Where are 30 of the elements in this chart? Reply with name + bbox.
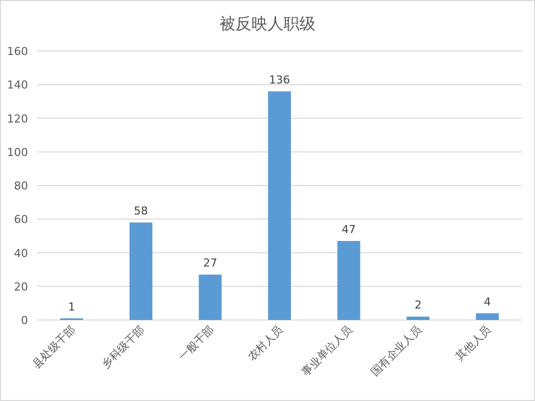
data-label: 136: [269, 73, 290, 86]
x-tick-label: 县处级干部: [30, 322, 78, 372]
data-label: 27: [203, 256, 218, 270]
x-tick-label: 国有企业人员: [368, 322, 424, 379]
bar: [198, 274, 222, 320]
y-tick-label: 140: [7, 78, 28, 92]
x-tick-label: 一般干部: [176, 322, 216, 364]
x-tick-label: 农村人员: [245, 322, 286, 364]
chart-title: 被反映人职级: [220, 14, 316, 33]
bar: [476, 313, 499, 320]
data-label: 47: [342, 222, 356, 236]
bar: [337, 240, 360, 320]
y-tick-label: 20: [14, 280, 28, 294]
x-tick-label: 其他人员: [453, 322, 494, 364]
y-tick-label: 120: [7, 112, 28, 126]
y-tick-label: 40: [14, 246, 28, 260]
data-label: 1: [68, 300, 76, 314]
bar: [129, 222, 152, 320]
y-tick-label: 100: [7, 146, 28, 159]
bar: [406, 316, 430, 320]
data-label: 58: [134, 204, 148, 218]
x-tick-label: 事业单位人员: [299, 322, 355, 379]
data-label: 2: [414, 298, 422, 312]
y-tick-label: 0: [21, 314, 28, 327]
bar: [268, 91, 291, 320]
x-tick-label: 乡科级干部: [98, 322, 148, 372]
y-tick-label: 80: [14, 180, 28, 192]
data-label: 4: [484, 295, 491, 308]
y-tick-label: 60: [14, 213, 28, 226]
y-tick-label: 160: [7, 45, 28, 58]
